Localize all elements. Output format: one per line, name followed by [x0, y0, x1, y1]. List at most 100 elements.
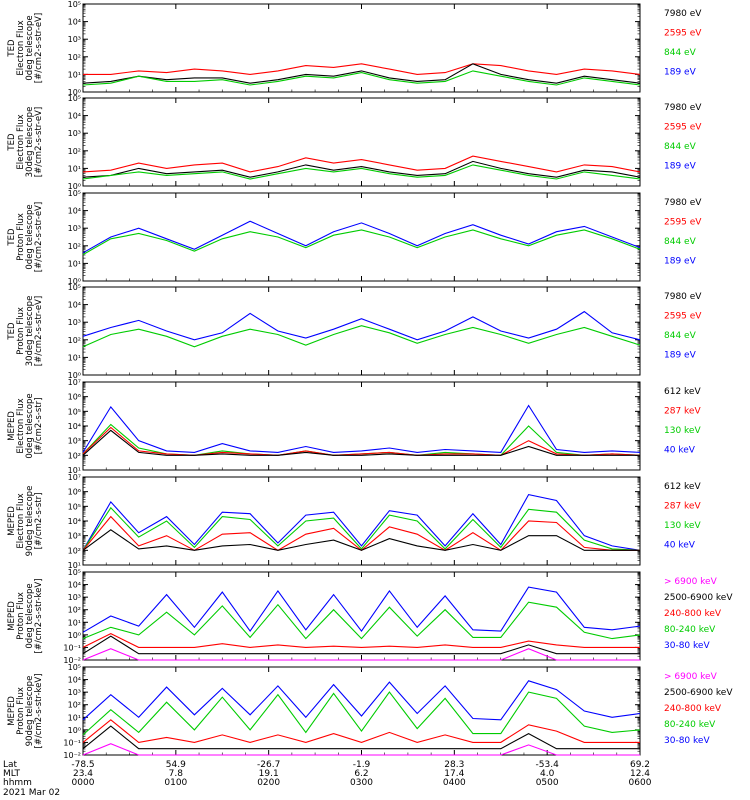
y-tick-label: 10⁻¹: [63, 643, 81, 652]
legend-entry: 7980 eV: [664, 198, 702, 208]
plot-frame: [82, 3, 641, 93]
y-tick-label: 10³: [68, 593, 81, 602]
y-tick-label: 10⁻¹: [63, 738, 81, 747]
plot-frame: [82, 381, 641, 471]
y-axis-title-line: TED: [7, 133, 17, 152]
series-line: [82, 691, 641, 736]
y-tick-label: 10⁵: [68, 189, 81, 198]
y-tick-label: 10⁴: [68, 301, 81, 310]
x-row-value: 6.2: [354, 769, 368, 779]
y-axis-title-line: TED: [7, 228, 17, 247]
series-line: [82, 725, 640, 750]
plot-frame: [82, 97, 641, 187]
legend-entry: 844 eV: [664, 237, 697, 247]
y-axis-title-line: 0deg telescope: [25, 15, 35, 80]
legend-entry: 130 keV: [664, 521, 701, 531]
plot-frame: [82, 666, 641, 756]
x-row-value: -1.9: [353, 760, 371, 770]
legend-entry: 2595 eV: [664, 218, 702, 228]
series-line: [82, 680, 641, 721]
y-tick-label: 10¹: [68, 618, 81, 627]
x-row-value: 23.4: [73, 769, 93, 779]
panel-8: 10⁻² 10⁻¹ 10⁰ 10¹ 10² 10³ 10⁴ 10⁵ MEPED Proton Fl…: [7, 663, 733, 760]
series-line: [82, 493, 641, 551]
series-line: [82, 648, 640, 661]
y-tick-label: 10⁰: [68, 88, 81, 97]
y-tick-label: 10⁰: [68, 631, 81, 640]
y-tick-label: 10³: [68, 129, 81, 138]
series-line: [83, 63, 641, 75]
series-line: [82, 70, 641, 86]
y-axis-title-line: 0deg telescope: [25, 393, 35, 458]
legend-entry: 2500-6900 keV: [664, 593, 733, 603]
legend-entry: 7980 eV: [664, 9, 702, 19]
legend-entry: 2595 eV: [664, 29, 702, 39]
y-axis-title-line: 30deg telescope: [25, 107, 35, 178]
y-tick-label: 10²: [68, 546, 81, 555]
y-axis-title-line: MEPED: [7, 411, 17, 441]
y-axis-title-line: [#/cm2-s-str-eV]: [34, 107, 44, 177]
y-tick-label: 10⁰: [68, 182, 81, 191]
series-line: [82, 325, 641, 348]
y-tick-label: 10¹: [68, 561, 81, 570]
y-axis-title-line: [#/cm2-s-str-eV]: [34, 296, 44, 366]
y-tick-label: 10⁴: [68, 422, 81, 431]
y-axis-title-line: [#/cm2-s-str-keV]: [34, 579, 44, 654]
y-tick-label: 10⁶: [68, 393, 81, 402]
y-axis-title-line: MEPED: [7, 696, 17, 726]
series-line: [82, 506, 641, 551]
y-tick-label: 10³: [68, 437, 81, 446]
legend-entry: 844 eV: [664, 331, 697, 341]
series-line: [82, 404, 641, 453]
legend-entry: 130 keV: [664, 426, 701, 436]
y-tick-label: 10¹: [68, 713, 81, 722]
x-row-value: 0400: [443, 778, 466, 788]
y-tick-label: 10⁴: [68, 18, 81, 27]
legend-entry: 40 keV: [664, 541, 696, 551]
y-tick-label: 10³: [68, 224, 81, 233]
y-tick-label: 10⁴: [68, 112, 81, 121]
y-tick-label: 10¹: [68, 353, 81, 362]
legend-entry: 2595 eV: [664, 312, 702, 322]
x-row-value: -78.5: [71, 760, 94, 770]
series-line: [82, 426, 641, 456]
y-axis-title-line: 90deg telescope: [25, 676, 35, 747]
series-line: [82, 164, 641, 180]
series-line: [82, 635, 640, 655]
x-row-label: hhmm: [3, 778, 32, 788]
series-line: [82, 743, 640, 756]
y-tick-label: 10²: [68, 701, 81, 710]
y-tick-label: 10⁵: [68, 94, 81, 103]
panel-4: 10⁰ 10¹ 10² 10³ 10⁴ 10⁵ TED Proton Flux 30deg te…: [7, 283, 702, 380]
y-tick-label: 10⁷: [68, 473, 81, 482]
y-tick-label: 10⁵: [68, 283, 81, 292]
series-line: [82, 155, 641, 173]
y-axis-title-line: [#/cm2-s-str]: [34, 398, 44, 455]
y-tick-label: 10⁴: [68, 676, 81, 685]
y-tick-label: 10²: [68, 451, 81, 460]
x-row-value: 69.2: [630, 760, 650, 770]
y-tick-label: 10²: [68, 606, 81, 615]
legend-entry: > 6900 keV: [664, 577, 718, 587]
x-row-value: 7.8: [169, 769, 184, 779]
legend-entry: 612 keV: [664, 387, 701, 397]
x-row-value: 0000: [72, 778, 95, 788]
y-axis-title-line: Electron Flux: [16, 20, 26, 75]
y-tick-label: 10³: [68, 318, 81, 327]
y-tick-label: 10⁰: [68, 371, 81, 380]
x-row-value: 0300: [350, 778, 373, 788]
series-line: [82, 160, 641, 178]
x-row-value: 12.4: [630, 769, 650, 779]
y-tick-label: 10⁵: [68, 407, 81, 416]
y-tick-label: 10⁰: [68, 726, 81, 735]
panel-5: 10¹ 10² 10³ 10⁴ 10⁵ 10⁶ 10⁷ MEPED Electron Flux 0…: [7, 378, 701, 475]
y-axis-title-line: Electron Flux: [16, 114, 26, 169]
legend-entry: 240-800 keV: [664, 704, 722, 714]
legend-entry: 80-240 keV: [664, 720, 716, 730]
legend-entry: 40 keV: [664, 446, 696, 456]
series-line: [82, 220, 641, 254]
y-axis-title-line: [#/cm2-s-str-keV]: [34, 674, 44, 749]
y-tick-label: 10²: [68, 242, 81, 251]
